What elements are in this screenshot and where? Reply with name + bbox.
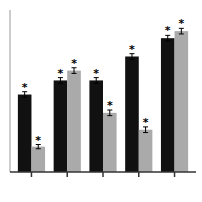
annotation: *: [165, 24, 171, 37]
bar: [31, 147, 45, 172]
annotation: *: [129, 43, 135, 56]
annotation: *: [35, 134, 41, 147]
bar: [54, 80, 68, 172]
bar: [125, 56, 139, 172]
x-tick: [66, 172, 68, 177]
annotation: *: [178, 17, 184, 30]
annotation: *: [93, 67, 99, 80]
annotation: *: [58, 67, 64, 80]
bar: [175, 31, 189, 172]
annotations: * * * * * * * * * *: [22, 17, 185, 146]
x-tick: [174, 172, 176, 177]
bar: [103, 113, 117, 172]
x-tick: [138, 172, 140, 177]
chart-container: * * * * * * * * * *: [0, 0, 202, 202]
bar: [67, 71, 81, 172]
annotation: *: [107, 99, 113, 112]
x-tick: [102, 172, 104, 177]
annotation: *: [143, 116, 149, 129]
bar: [161, 38, 175, 172]
plot-area: [18, 28, 188, 172]
y-axis-line: [10, 10, 11, 172]
bar: [139, 130, 153, 172]
bar: [18, 95, 32, 172]
annotation: *: [22, 81, 28, 94]
x-tick: [31, 172, 33, 177]
bar: [89, 80, 103, 172]
chart: * * * * * * * * * *: [0, 0, 202, 202]
annotation: *: [71, 57, 77, 70]
